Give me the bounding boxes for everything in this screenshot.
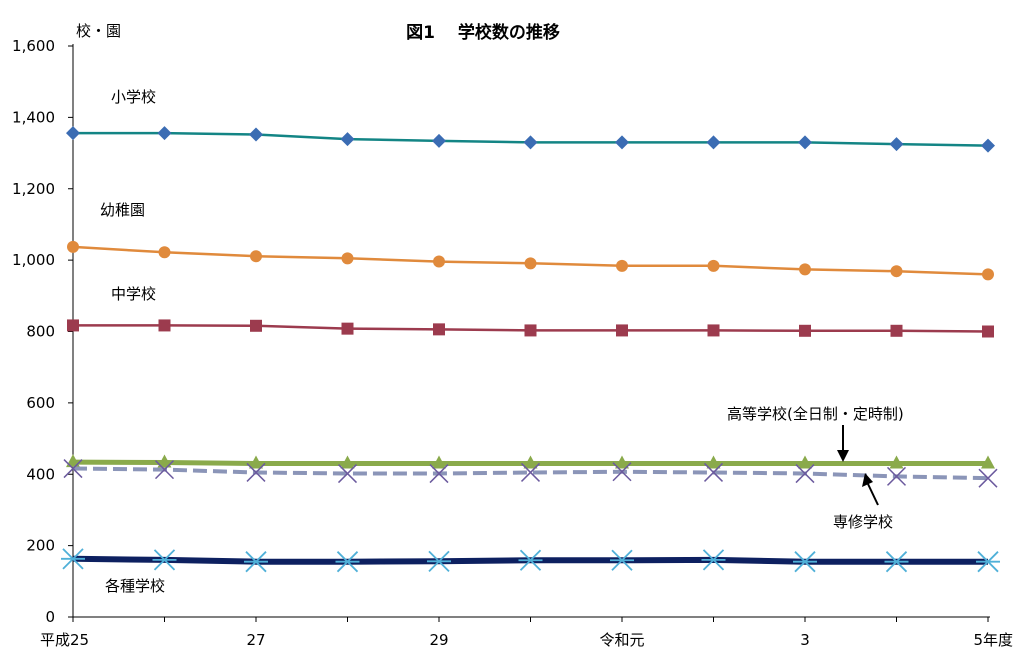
series-layer	[61, 126, 1000, 572]
series-label-high-school: 高等学校(全日制・定時制)	[727, 405, 904, 423]
data-point	[427, 551, 451, 571]
data-point	[433, 323, 445, 335]
data-point	[982, 326, 994, 338]
data-point	[525, 324, 537, 336]
data-point	[432, 134, 446, 148]
series-label-elementary: 小学校	[111, 88, 156, 106]
data-point	[250, 320, 262, 332]
y-tick-label: 200	[26, 537, 55, 555]
y-tick-label: 800	[26, 323, 55, 341]
y-tick-label: 600	[26, 394, 55, 412]
data-point	[250, 250, 262, 262]
series-label-kindergarten: 幼稚園	[100, 201, 145, 219]
data-point	[708, 324, 720, 336]
data-point	[707, 135, 721, 149]
data-point	[708, 260, 720, 272]
x-tick-label: 27	[246, 631, 265, 649]
data-point	[616, 324, 628, 336]
high-school-arrowhead	[837, 450, 849, 462]
series-0	[66, 126, 995, 152]
x-tick-label: 令和元	[599, 631, 644, 649]
data-point	[891, 325, 903, 337]
data-point	[799, 325, 811, 337]
data-point	[615, 135, 629, 149]
data-point	[249, 128, 263, 142]
data-point	[67, 319, 79, 331]
data-point	[885, 552, 909, 572]
data-point	[244, 552, 268, 572]
data-point	[342, 252, 354, 264]
x-tick-label: 5年度	[973, 631, 1013, 649]
data-point	[342, 323, 354, 335]
data-point	[890, 137, 904, 151]
series-5	[61, 549, 1000, 572]
data-point	[610, 550, 634, 570]
y-tick-label: 1,200	[12, 180, 55, 198]
series-label-vocational: 専修学校	[833, 513, 893, 531]
series-2	[67, 319, 994, 337]
data-point	[153, 550, 177, 570]
y-tick-label: 1,000	[12, 251, 55, 269]
data-point	[159, 319, 171, 331]
data-point	[616, 260, 628, 272]
data-point	[519, 550, 543, 570]
data-point	[981, 139, 995, 153]
y-axis-unit-label: 校・園	[76, 22, 121, 40]
data-point	[433, 256, 445, 268]
data-point	[702, 550, 726, 570]
data-point	[159, 246, 171, 258]
y-tick-label: 400	[26, 465, 55, 483]
data-point	[891, 265, 903, 277]
x-tick-label: 29	[429, 631, 448, 649]
y-tick-label: 0	[45, 608, 55, 626]
data-point	[336, 552, 360, 572]
chart-title: 図1 学校数の推移	[406, 22, 560, 43]
data-point	[799, 263, 811, 275]
x-tick-label: 3	[800, 631, 810, 649]
data-point	[67, 241, 79, 253]
x-tick-label: 平成25	[40, 631, 89, 649]
data-point	[525, 257, 537, 269]
data-point	[982, 268, 994, 280]
data-point	[66, 126, 80, 140]
y-tick-label: 1,400	[12, 108, 55, 126]
y-tick-label: 1,600	[12, 37, 55, 55]
data-point	[341, 132, 355, 146]
data-point	[793, 552, 817, 572]
data-point	[158, 126, 172, 140]
series-label-miscellaneous: 各種学校	[105, 577, 165, 595]
data-point	[524, 135, 538, 149]
data-point	[976, 552, 1000, 572]
data-point	[798, 135, 812, 149]
series-1	[67, 241, 994, 280]
series-3	[66, 454, 995, 468]
series-label-junior-high: 中学校	[111, 285, 156, 303]
series-labels: 小学校 幼稚園 中学校 高等学校(全日制・定時制) 専修学校 各種学校	[100, 88, 904, 595]
vocational-arrow	[868, 484, 878, 505]
